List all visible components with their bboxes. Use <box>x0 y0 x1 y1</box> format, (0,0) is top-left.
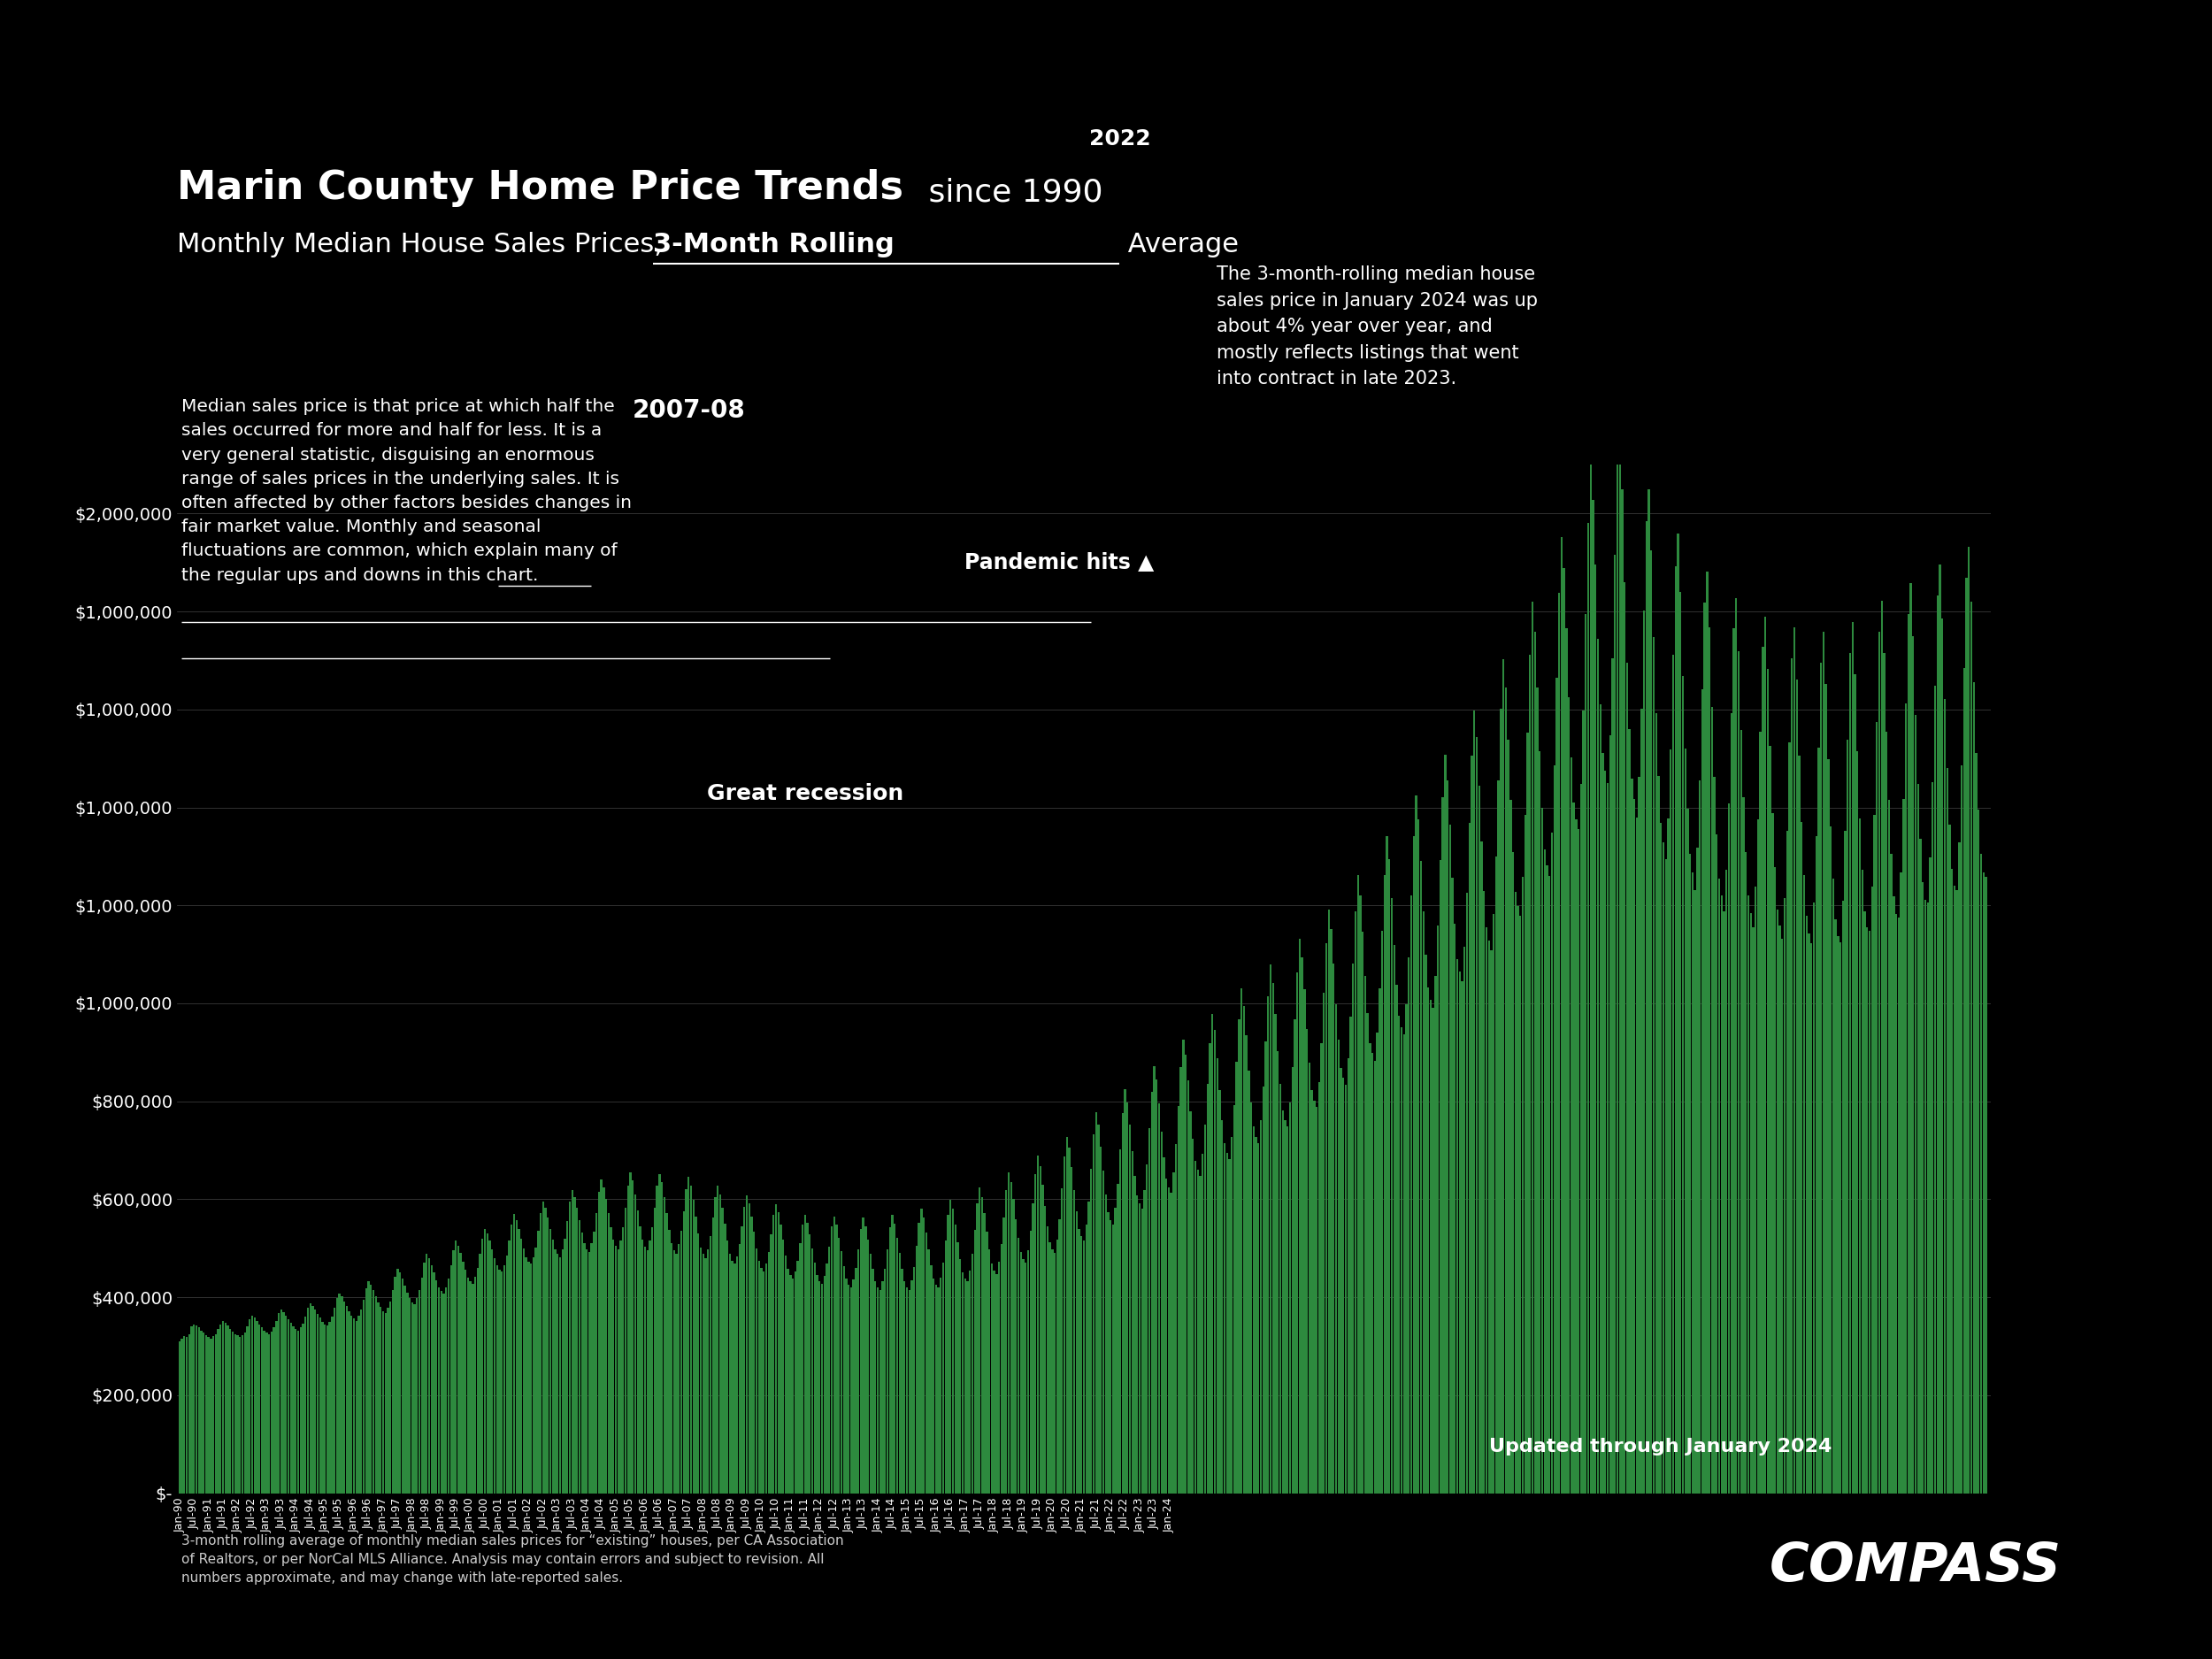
Text: Average: Average <box>1119 232 1239 257</box>
Text: 3-month rolling average of monthly median sales prices for “existing” houses, pe: 3-month rolling average of monthly media… <box>181 1535 843 1584</box>
Text: 2007-08: 2007-08 <box>633 398 745 423</box>
Text: The 3-month-rolling median house
sales price in January 2024 was up
about 4% yea: The 3-month-rolling median house sales p… <box>1217 265 1537 388</box>
Text: 2022: 2022 <box>1091 128 1150 149</box>
Text: Median sales price is that price at which half the
sales occurred for more and h: Median sales price is that price at whic… <box>181 398 633 584</box>
Text: Updated through January 2024: Updated through January 2024 <box>1489 1438 1832 1455</box>
Text: COMPASS: COMPASS <box>1770 1541 2062 1593</box>
Text: Pandemic hits ▲: Pandemic hits ▲ <box>964 551 1155 572</box>
Text: Marin County Home Price Trends: Marin County Home Price Trends <box>177 169 902 207</box>
Text: Monthly Median House Sales Prices,: Monthly Median House Sales Prices, <box>177 232 672 257</box>
Text: 3-Month Rolling: 3-Month Rolling <box>653 232 894 257</box>
Text: Great recession: Great recession <box>706 783 902 805</box>
Text: since 1990: since 1990 <box>918 178 1102 207</box>
